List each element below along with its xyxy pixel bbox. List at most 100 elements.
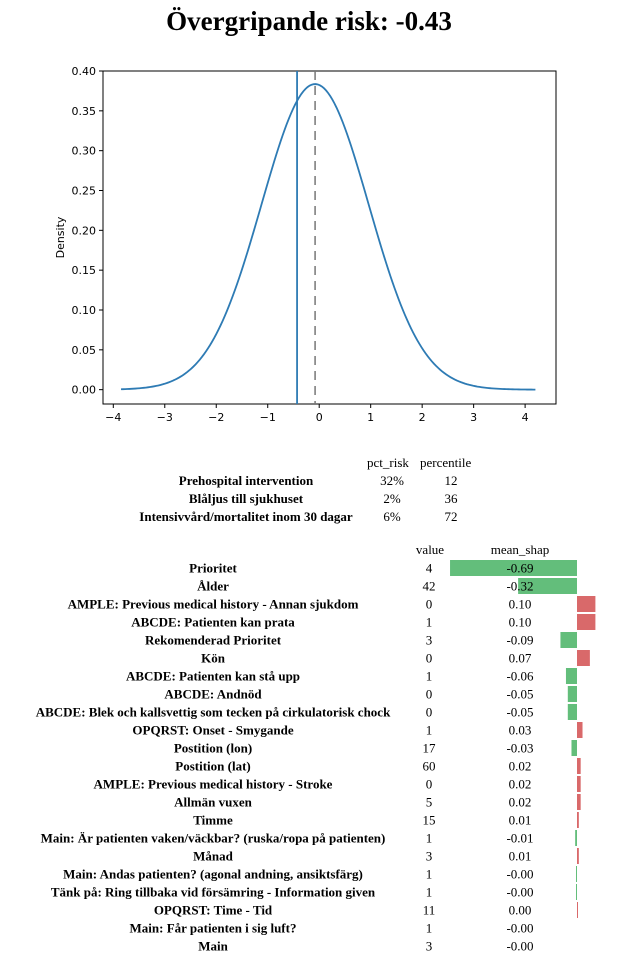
- shap-row-value: 17: [423, 741, 437, 756]
- shap-bar: [575, 830, 577, 846]
- col-header-pct-risk: pct_risk: [367, 455, 409, 470]
- risk-row-label: Blåljus till sjukhuset: [189, 491, 304, 506]
- x-tick-label: 0: [316, 411, 323, 424]
- shap-bar: [577, 758, 581, 774]
- shap-row-mean-shap: -0.00: [506, 867, 533, 882]
- risk-row-pct: 2%: [383, 491, 401, 506]
- col-header-mean-shap: mean_shap: [491, 542, 549, 557]
- shap-row-value: 60: [423, 759, 436, 774]
- shap-row-mean-shap: -0.32: [506, 579, 533, 594]
- shap-bar: [567, 704, 577, 720]
- shap-row-value: 3: [426, 633, 433, 648]
- shap-row-label: AMPLE: Previous medical history - Annan …: [68, 597, 359, 612]
- shap-row-mean-shap: 0.02: [509, 795, 532, 810]
- shap-row-label: Prioritet: [189, 561, 237, 576]
- plot-frame: [102, 70, 557, 405]
- shap-row-mean-shap: 0.10: [509, 597, 532, 612]
- shap-row-value: 1: [426, 615, 433, 630]
- col-header-percentile: percentile: [420, 455, 471, 470]
- shap-row-label: Main: [198, 939, 228, 954]
- shap-row-mean-shap: -0.69: [506, 561, 533, 576]
- shap-row-label: AMPLE: Previous medical history - Stroke: [94, 777, 333, 792]
- shap-bar: [577, 812, 579, 828]
- shap-row-value: 1: [426, 723, 433, 738]
- y-tick-label: 0.20: [72, 224, 97, 237]
- shap-row-value: 0: [426, 651, 433, 666]
- shap-row-mean-shap: -0.01: [506, 831, 533, 846]
- shap-row-value: 0: [426, 705, 433, 720]
- page-title: Övergripande risk: -0.43: [166, 6, 452, 36]
- shap-bar: [577, 614, 596, 630]
- shap-bar: [577, 776, 581, 792]
- shap-bar: [577, 902, 578, 918]
- x-tick-label: −3: [157, 411, 173, 424]
- shap-bar: [560, 632, 577, 648]
- shap-row-mean-shap: -0.00: [506, 921, 533, 936]
- y-tick-label: 0.35: [72, 105, 97, 118]
- shap-row-label: ABCDE: Patienten kan prata: [131, 615, 295, 630]
- risk-row-pct: 6%: [383, 509, 401, 524]
- risk-row-percentile: 36: [445, 491, 459, 506]
- shap-row-value: 3: [426, 939, 433, 954]
- risk-row-label: Intensivvård/mortalitet inom 30 dagar: [139, 509, 353, 524]
- y-tick-label: 0.30: [72, 145, 97, 158]
- shap-row-mean-shap: -0.09: [506, 633, 533, 648]
- shap-row-label: Allmän vuxen: [174, 795, 252, 810]
- shap-row-label: ABCDE: Blek och kallsvettig som tecken p…: [36, 705, 391, 720]
- col-header-value: value: [416, 542, 444, 557]
- shap-row-label: ABCDE: Andnöd: [164, 687, 262, 702]
- shap-row-label: OPQRST: Time - Tid: [154, 903, 273, 918]
- y-tick-label: 0.25: [72, 184, 97, 197]
- x-tick-label: −4: [105, 411, 121, 424]
- shap-row-mean-shap: 0.07: [509, 651, 532, 666]
- shap-row-mean-shap: -0.05: [506, 705, 533, 720]
- shap-row-value: 0: [426, 687, 433, 702]
- x-tick-label: −1: [260, 411, 276, 424]
- x-tick-label: −2: [208, 411, 224, 424]
- shap-row-mean-shap: -0.06: [506, 669, 534, 684]
- shap-bar: [565, 668, 577, 684]
- shap-row-value: 0: [426, 777, 433, 792]
- shap-row-label: ABCDE: Patienten kan stå upp: [126, 669, 300, 684]
- shap-row-label: Kön: [201, 651, 226, 666]
- y-tick-label: 0.00: [72, 384, 97, 397]
- shap-row-value: 1: [426, 885, 433, 900]
- risk-row-percentile: 72: [445, 509, 458, 524]
- shap-row-label: Main: Får patienten i sig luft?: [130, 921, 297, 936]
- shap-bar: [576, 866, 577, 882]
- shap-row-value: 3: [426, 849, 433, 864]
- y-tick-label: 0.40: [72, 65, 97, 78]
- shap-bar: [577, 794, 581, 810]
- shap-row-value: 1: [426, 921, 433, 936]
- shap-row-mean-shap: -0.00: [506, 885, 533, 900]
- density-chart: −4 −3 −2 −1 0 1 2 3 4 0.00 0.05 0.10 0.15 0.20 0.25 0.3…: [54, 65, 557, 424]
- risk-row-label: Prehospital intervention: [179, 473, 314, 488]
- y-tick-label: 0.15: [72, 264, 97, 277]
- shap-row-mean-shap: -0.00: [506, 939, 533, 954]
- density-curve: [120, 83, 536, 391]
- shap-bar: [450, 560, 577, 576]
- x-tick-label: 1: [367, 411, 374, 424]
- shap-row-mean-shap: 0.10: [509, 615, 532, 630]
- shap-row-label: Main: Är patienten vaken/väckbar? (ruska…: [41, 831, 386, 846]
- shap-row-label: Postition (lat): [175, 759, 250, 774]
- shap-row-mean-shap: 0.02: [509, 777, 532, 792]
- shap-row-mean-shap: 0.03: [509, 723, 532, 738]
- shap-row-value: 1: [426, 831, 433, 846]
- x-tick-label: 4: [522, 411, 529, 424]
- shap-row-label: Tänk på: Ring tillbaka vid försämring - …: [51, 885, 376, 900]
- shap-bar: [571, 740, 577, 756]
- y-tick-label: 0.10: [72, 304, 97, 317]
- x-tick-label: 2: [419, 411, 426, 424]
- shap-row-mean-shap: -0.03: [506, 741, 533, 756]
- shap-row-label: Rekomenderad Prioritet: [145, 633, 282, 648]
- risk-row-percentile: 12: [445, 473, 458, 488]
- shap-bar: [567, 686, 577, 702]
- y-axis-label: Density: [54, 216, 67, 258]
- shap-row-label: Ålder: [197, 579, 229, 594]
- shap-row-mean-shap: 0.02: [509, 759, 532, 774]
- shap-bar: [576, 884, 577, 900]
- shap-row-value: 0: [426, 597, 433, 612]
- shap-row-mean-shap: 0.01: [509, 813, 532, 828]
- shap-row-value: 15: [423, 813, 436, 828]
